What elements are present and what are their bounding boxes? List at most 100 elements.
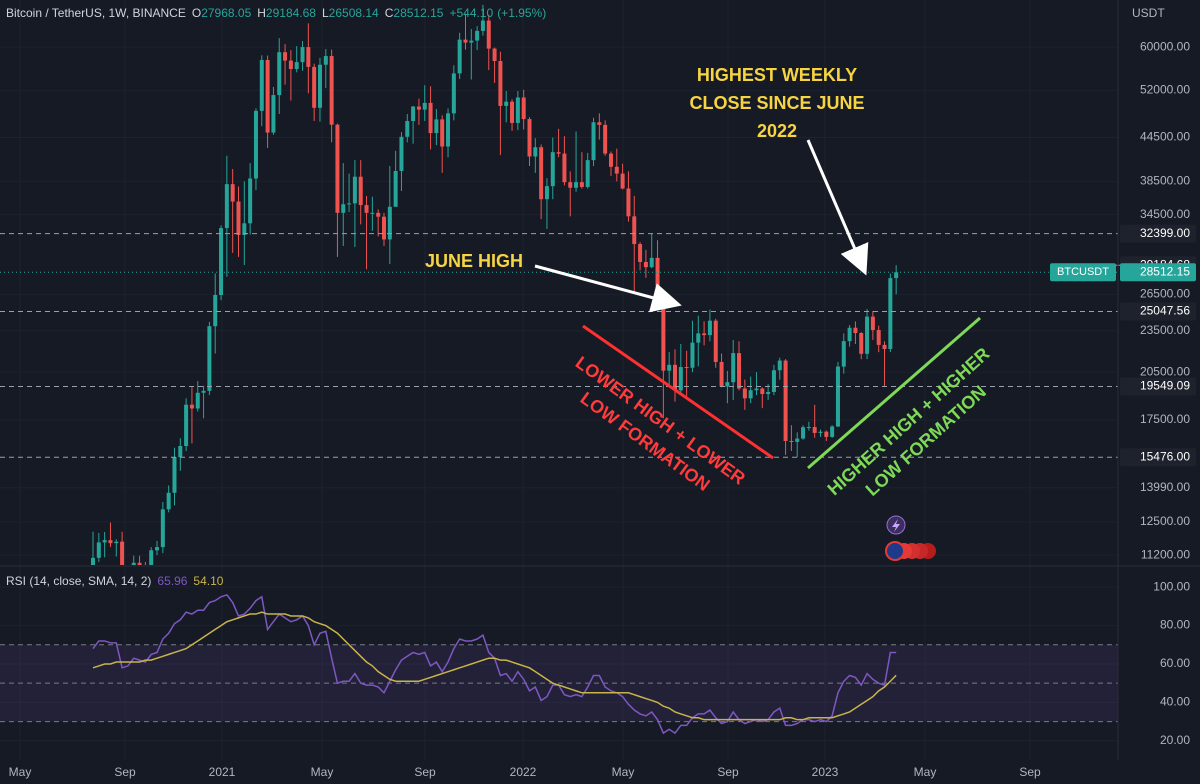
x-tick-label: May	[612, 765, 635, 779]
candle-body	[434, 119, 439, 134]
price-label-box	[1120, 263, 1196, 282]
candle-body	[742, 388, 747, 399]
candle-body	[382, 216, 386, 240]
candle-body	[748, 390, 753, 399]
event-icon[interactable]	[885, 541, 905, 561]
candle-body	[539, 147, 544, 200]
candle-body	[783, 360, 788, 441]
x-tick-label: 2022	[510, 765, 537, 779]
x-tick-label: Sep	[1019, 765, 1041, 779]
candle-body	[463, 39, 468, 43]
candle-body	[684, 367, 689, 369]
candle-body	[259, 59, 264, 111]
candle-body	[655, 257, 660, 294]
candle-body	[556, 152, 561, 154]
candle-body	[440, 119, 445, 147]
candle-body	[475, 30, 480, 41]
y-tick-label: 20.00	[1160, 733, 1190, 747]
y-tick-label: 100.00	[1153, 579, 1190, 593]
candle-body	[568, 182, 573, 188]
candle-body	[690, 342, 695, 368]
ohlc-value: 28512.15	[393, 6, 443, 20]
candle-body	[160, 509, 165, 548]
ohlc-key: C	[385, 6, 394, 20]
sma-value: 54.10	[193, 574, 223, 588]
candle-body	[614, 166, 619, 174]
annotation: CLOSE SINCE JUNE	[689, 93, 864, 113]
candle-body	[294, 62, 299, 70]
ohlc-value: 26508.14	[329, 6, 379, 20]
arrow	[806, 139, 869, 276]
candle-body	[702, 333, 707, 336]
candle-body	[620, 173, 625, 189]
candle-body	[707, 320, 712, 336]
candle-body	[219, 228, 224, 296]
candle-body	[213, 295, 218, 327]
candle-body	[347, 203, 352, 205]
candle-body	[504, 101, 509, 106]
overlay: 32399.0025047.5619549.0915476.0029184.68…	[0, 224, 1196, 467]
candle-body	[894, 272, 899, 279]
candle-body	[643, 261, 648, 268]
candle-body	[510, 101, 515, 123]
candle-body	[888, 278, 893, 349]
candle-body	[184, 404, 189, 447]
candle-body	[661, 293, 666, 371]
x-tick-label: 2021	[209, 765, 236, 779]
rsi-title: RSI (14, close, SMA, 14, 2)	[6, 574, 151, 588]
candle-body	[574, 182, 579, 188]
candle-body	[451, 73, 456, 114]
candle-body	[224, 184, 229, 229]
candle-body	[335, 124, 340, 213]
candle-body	[591, 122, 596, 161]
candle-body	[521, 97, 526, 120]
candle-body	[754, 388, 759, 391]
candle-body	[608, 153, 613, 167]
rsi-value: 65.96	[157, 574, 187, 588]
candle-body	[841, 341, 846, 367]
candle-body	[737, 353, 742, 389]
currency-label: USDT	[1132, 6, 1165, 20]
candle-body	[795, 438, 800, 442]
candle-body	[248, 178, 253, 224]
candle-body	[492, 48, 497, 62]
candle-body	[178, 446, 183, 458]
candle-body	[96, 542, 101, 558]
candle-body	[230, 184, 235, 202]
symbol-label: BTCUSDT	[1057, 266, 1109, 278]
price-label-box	[1120, 377, 1196, 396]
candle-body	[818, 431, 823, 433]
candle-body	[416, 106, 421, 110]
candle-body	[288, 60, 293, 70]
candle-body	[411, 106, 416, 122]
price-label: 15476.00	[1140, 449, 1190, 463]
candle-body	[265, 59, 270, 133]
y-tick-label: 20500.00	[1140, 364, 1190, 378]
candle-body	[469, 40, 474, 43]
candle-body	[283, 52, 288, 61]
candle-body	[649, 257, 654, 268]
ohlc-value: 29184.68	[266, 6, 316, 20]
candle-body	[870, 316, 875, 331]
candle-body	[777, 360, 782, 371]
candle-body	[352, 176, 357, 204]
candle-body	[638, 244, 643, 262]
price-label-box	[1120, 448, 1196, 467]
symbol-box	[1050, 263, 1116, 282]
candle-body	[585, 160, 590, 187]
y-tick-label: 80.00	[1160, 618, 1190, 632]
candle-body	[236, 201, 241, 235]
candle-body	[673, 364, 677, 391]
candle-body	[696, 333, 701, 343]
candle-body	[562, 153, 567, 183]
change: +544.10	[449, 6, 493, 20]
candle-body	[713, 320, 718, 362]
annotation: JUNE HIGH	[425, 251, 523, 271]
candle-body	[579, 182, 584, 187]
candle-body	[725, 382, 730, 387]
candle-body	[446, 113, 451, 147]
candle-body	[626, 188, 631, 217]
candle-body	[405, 121, 410, 137]
candle-body	[399, 136, 404, 171]
candle-body	[376, 212, 381, 217]
